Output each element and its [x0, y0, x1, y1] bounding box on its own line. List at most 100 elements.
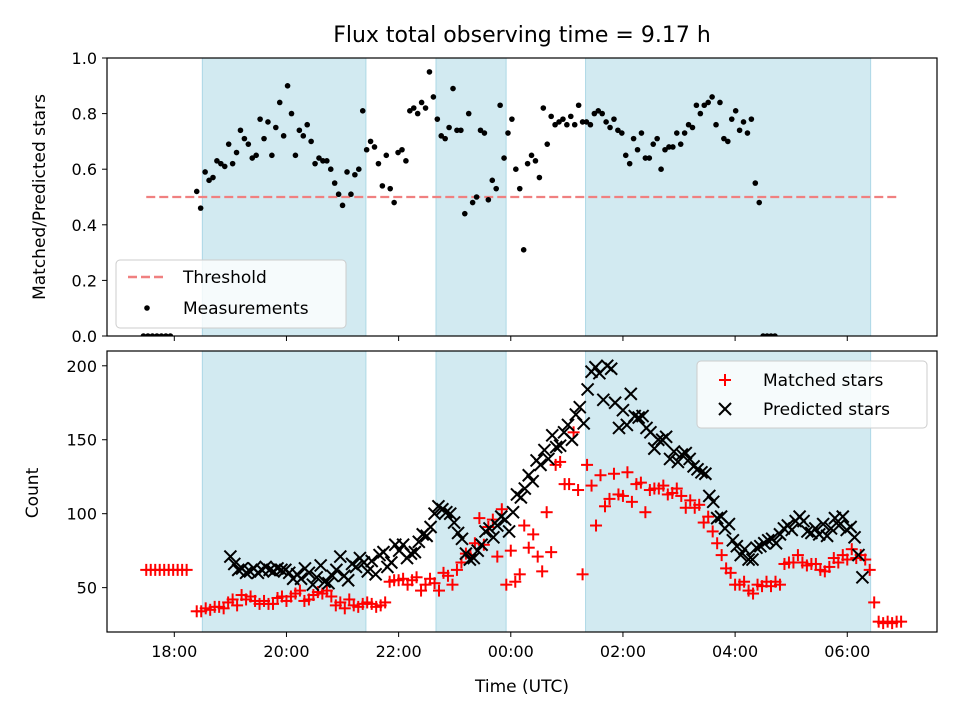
- predicted-star-point-158: [843, 520, 858, 534]
- predicted-star-point-130: [734, 548, 748, 562]
- x-tick-label-2000: 20:00: [263, 642, 309, 661]
- measurement-point-110: [599, 110, 605, 117]
- measurement-point-146: [740, 119, 747, 125]
- predicted-star-point-37: [368, 567, 383, 582]
- measurement-point-70: [442, 135, 448, 142]
- predicted-star-point-128: [726, 533, 740, 548]
- matched-star-point-160: [863, 563, 876, 576]
- measurement-point-144: [732, 108, 739, 114]
- predicted-star-point-4: [239, 566, 253, 580]
- top-y-tick-label-0.6: 0.6: [72, 160, 97, 179]
- predicted-star-point-68: [490, 518, 505, 533]
- measurement-point-37: [312, 160, 318, 167]
- measurement-point-29: [280, 133, 287, 139]
- measurement-point-15: [225, 141, 232, 147]
- matched-star-point-102: [603, 492, 616, 505]
- matched-star-point-140: [773, 578, 786, 591]
- measurement-point-138: [709, 94, 715, 100]
- matched-star-point-155: [841, 553, 854, 566]
- matched-star-point-67: [446, 578, 459, 591]
- measurement-point-67: [430, 94, 437, 100]
- measurement-point-84: [497, 102, 503, 109]
- measurement-point-130: [677, 141, 684, 147]
- predicted-star-point-139: [769, 536, 783, 550]
- measurement-point-136: [701, 102, 708, 109]
- predicted-star-point-122: [702, 489, 717, 503]
- matched-star-point-134: [747, 587, 760, 600]
- measurement-point-58: [395, 149, 401, 156]
- measurement-point-40: [324, 158, 330, 164]
- matched-star-point-125: [706, 525, 719, 538]
- measurement-point-121: [642, 155, 649, 161]
- predicted-star-point-59: [455, 532, 469, 546]
- predicted-star-point-81: [541, 452, 556, 466]
- measurement-point-93: [532, 158, 539, 164]
- matched-star-point-106: [621, 466, 634, 479]
- predicted-star-point-50: [419, 529, 434, 543]
- predicted-star-point-72: [506, 505, 520, 519]
- predicted-star-point-36: [364, 554, 379, 568]
- matched-star-point-96: [576, 568, 589, 581]
- predicted-star-point-146: [796, 514, 811, 528]
- predicted-star-point-77: [525, 474, 540, 488]
- figure-title: Flux total observing time = 9.17 h: [333, 23, 711, 48]
- predicted-star-point-2: [231, 563, 245, 577]
- measurement-point-21: [249, 155, 256, 161]
- predicted-star-point-137: [761, 533, 775, 548]
- measurement-point-57: [391, 199, 397, 206]
- measurement-point-11: [210, 174, 216, 181]
- x-tick-label-1800: 18:00: [151, 642, 197, 661]
- measurement-point-73: [454, 127, 460, 134]
- matched-star-point-124: [702, 510, 715, 523]
- measurement-point-141: [721, 135, 727, 142]
- measurement-point-39: [320, 158, 326, 164]
- measurement-point-61: [407, 108, 413, 114]
- measurement-point-45: [344, 169, 350, 175]
- measurement-point-22: [253, 152, 259, 159]
- measurement-point-86: [505, 130, 511, 136]
- top-legend-box: [115, 259, 347, 329]
- predicted-star-point-89: [573, 400, 587, 414]
- predicted-star-point-90: [576, 416, 591, 431]
- predicted-star-point-52: [427, 506, 442, 521]
- predicted-star-point-93: [588, 360, 603, 374]
- measurement-point-97: [548, 113, 554, 120]
- predicted-star-point-64: [474, 538, 489, 552]
- predicted-star-point-120: [694, 465, 709, 479]
- matched-star-point-86: [531, 550, 544, 563]
- x-tick-label-0600: 06:00: [824, 642, 870, 661]
- predicted-star-point-79: [533, 458, 548, 472]
- measurement-point-74: [458, 127, 464, 134]
- matched-star-point-63: [428, 577, 441, 590]
- matched-legend-marker: [719, 374, 731, 386]
- matched-star-point-59: [410, 571, 423, 584]
- predicted-star-point-83: [549, 440, 563, 454]
- measurement-point-107: [587, 121, 594, 128]
- matched-star-point-84: [522, 541, 535, 554]
- predicted-star-point-123: [706, 495, 720, 509]
- measurement-point-115: [619, 130, 625, 136]
- predicted-star-point-127: [722, 517, 736, 531]
- predicted-star-point-132: [741, 552, 756, 567]
- top-y-tick-label-0.4: 0.4: [72, 216, 97, 235]
- measurement-point-128: [670, 144, 676, 150]
- measurement-point-43: [335, 191, 342, 198]
- measurement-point-120: [638, 130, 645, 136]
- matched-star-point-98: [585, 479, 598, 492]
- measurement-point-125: [658, 166, 664, 172]
- measurement-point-38: [316, 155, 322, 161]
- matched-star-point-107: [625, 495, 638, 508]
- measurement-point-0: [140, 333, 147, 336]
- bottom-legend-box: [696, 360, 928, 429]
- measurement-point-124: [654, 135, 660, 142]
- measurement-point-18: [237, 127, 244, 134]
- measurement-point-122: [646, 155, 653, 161]
- predicted-star-point-21: [306, 577, 320, 592]
- predicted-star-point-80: [537, 443, 552, 457]
- predicted-legend-label: Predicted stars: [763, 400, 890, 420]
- matched-star-point-68: [450, 563, 463, 576]
- measurement-point-133: [689, 124, 696, 131]
- measurement-point-109: [595, 108, 602, 114]
- matched-star-point-94: [567, 426, 580, 439]
- measurement-point-42: [331, 180, 338, 186]
